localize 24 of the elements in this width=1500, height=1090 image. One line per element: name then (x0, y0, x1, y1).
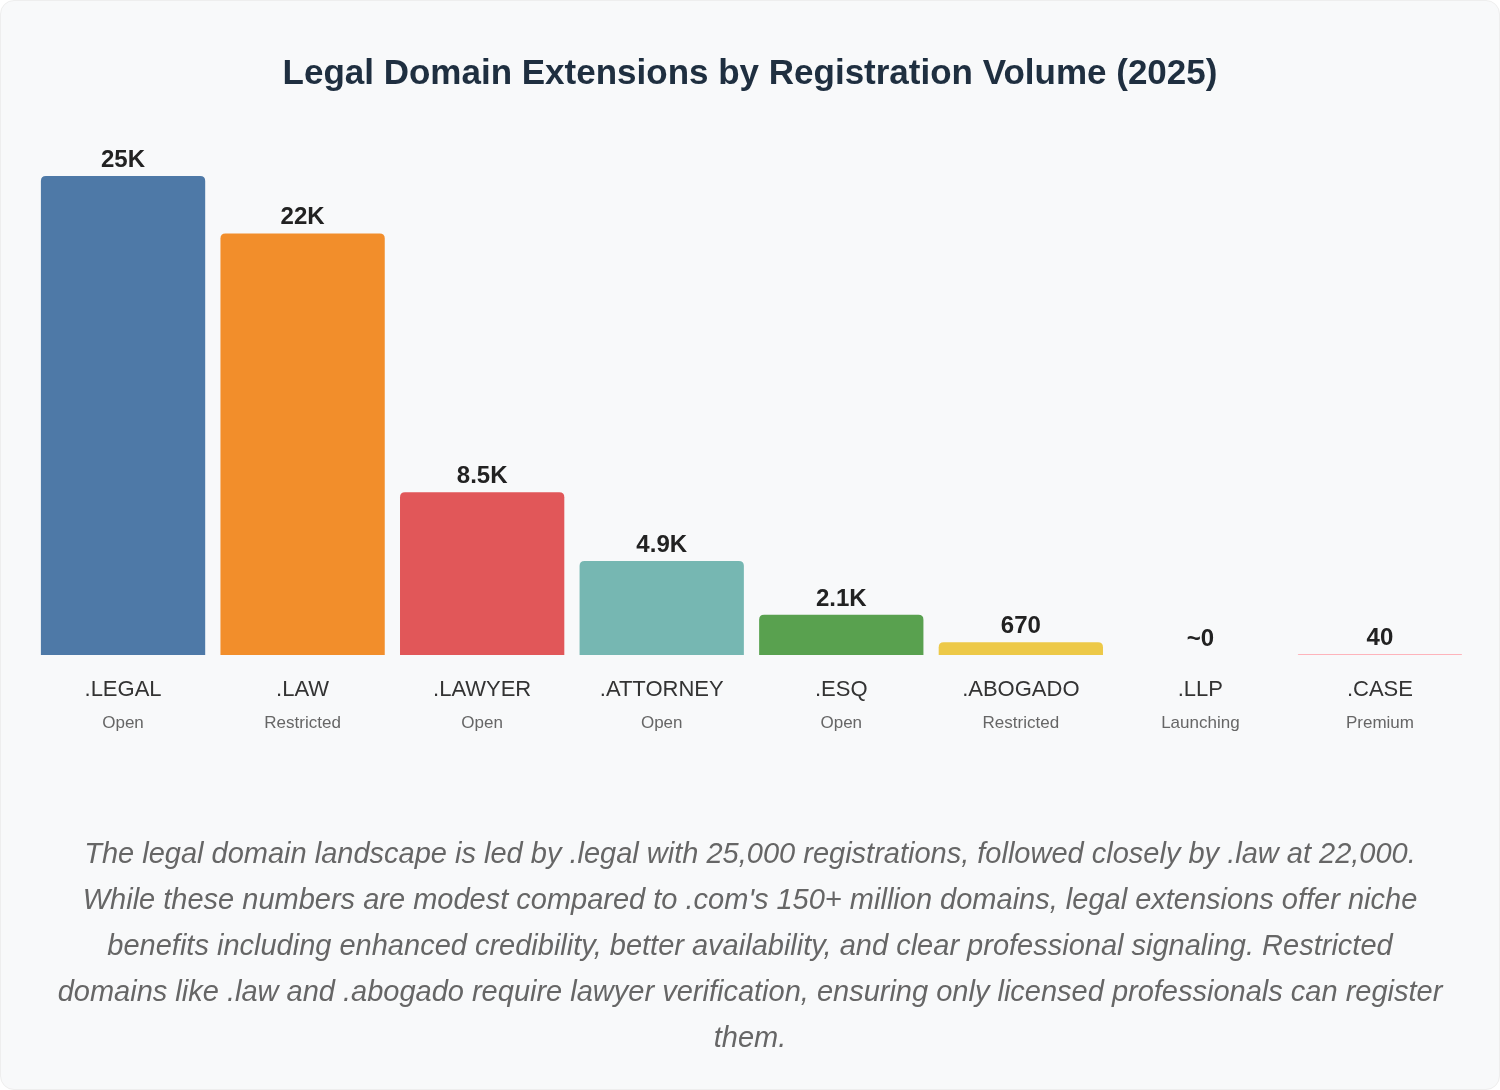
bar (220, 233, 385, 655)
data-label: 8.5K (456, 461, 509, 489)
bar (759, 614, 924, 655)
x-tick-label: .LAWYER Open (433, 676, 532, 732)
data-label: 2.1K (815, 583, 868, 611)
bar (40, 176, 206, 655)
bar (400, 492, 565, 655)
x-tick-label: .CASE Premium (1345, 676, 1414, 732)
data-label: 25K (101, 145, 146, 172)
x-tick-label: .ATTORNEY Open (599, 676, 724, 732)
bar (938, 642, 1103, 655)
chart-title: Legal Domain Extensions by Registration Volume (2025) (282, 52, 1218, 91)
x-tick-label: .LEGAL Open (84, 676, 162, 732)
x-tick-label: .ESQ Open (814, 676, 868, 732)
x-tick-label: .ABOGADO Restricted (962, 676, 1080, 732)
data-label: 22K (280, 202, 326, 230)
x-tick-label: .LAW Restricted (264, 676, 341, 732)
data-label: 4.9K (636, 530, 688, 558)
data-label: 670 (1000, 611, 1041, 639)
data-label: 40 (1366, 623, 1394, 651)
text: The legal domain landscape is led by .legal with 25,000 registrations, followed closely by .law at 22,000. While these numbers are modest compared to .com's 150+ million domains, legal extensions offer niche benefits including enhanced credibility, better availability, and clear professional signaling. Restricted domains like .law and .abogado require lawyer verification, ensuring only licensed professionals can register them. (56, 836, 1445, 1055)
x-tick-label: .LLP Launching (1161, 676, 1240, 732)
data-label: ~0 (1186, 624, 1215, 651)
bar (579, 561, 744, 655)
